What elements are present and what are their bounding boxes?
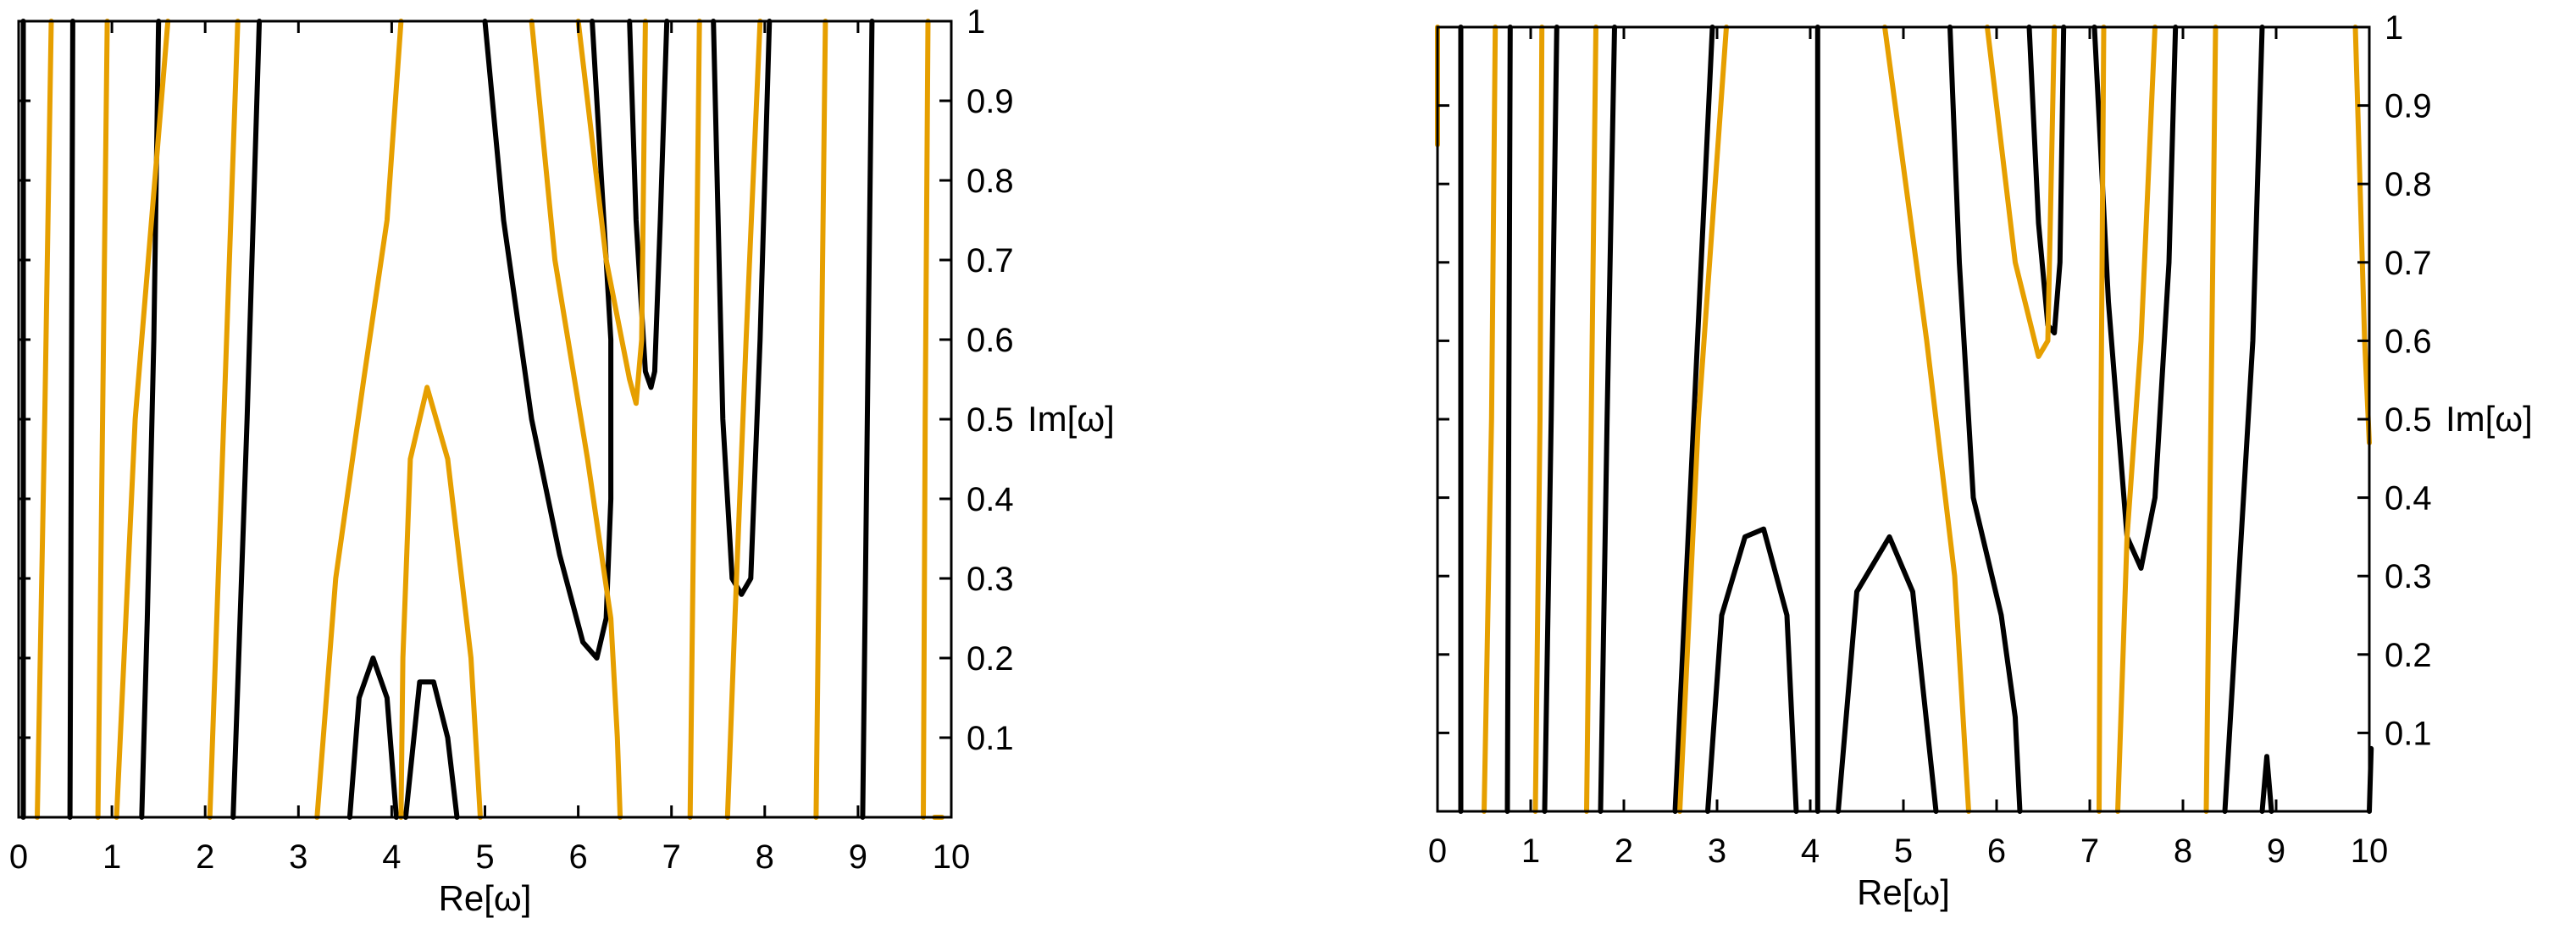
orange-contour-line-16	[1532, 25, 1545, 814]
x-tick-label: 9	[2267, 833, 2285, 870]
black-contour-line-9	[860, 19, 875, 820]
x-tick-label: 8	[2174, 833, 2192, 870]
x-tick-label: 2	[196, 838, 214, 876]
orange-contour-line-15	[1482, 25, 1499, 814]
right-contour-plot: 0 1 2 3 4 5 6 7 8 9 10 0.1 0.2 0.3 0.4 0.5 0.6 0.7 0.8 0.9 1…	[1428, 9, 2533, 912]
x-tick-label: 10	[2351, 833, 2389, 870]
orange-contour-line-18	[687, 19, 702, 820]
y-tick-label: 0.8	[2385, 166, 2432, 203]
y-tick-label: 0.5	[967, 401, 1014, 439]
black-contour-line-7	[1836, 534, 1939, 814]
black-contour-line-8	[1947, 25, 2023, 814]
y-tick-label: 0.4	[967, 481, 1014, 518]
orange-contour-line-20	[813, 19, 828, 820]
orange-contour-line-10	[35, 19, 54, 820]
orange-contour-line-15	[398, 384, 483, 820]
x-axis-label: Re[ω]	[1857, 872, 1950, 912]
x-tick-label: 3	[289, 838, 307, 876]
black-contour-line-4	[1672, 25, 1715, 814]
y-tick-label: 0.3	[2385, 558, 2432, 595]
orange-contour-line-11	[95, 19, 110, 820]
y-tick-label: 0.6	[2385, 323, 2432, 360]
y-tick-label: 0.2	[2385, 637, 2432, 674]
y-tick-label: 1	[967, 3, 985, 41]
black-contour-line-1	[67, 19, 75, 820]
orange-contour-line-19	[724, 19, 763, 820]
x-tick-label: 9	[849, 838, 867, 876]
black-contour-line-7	[627, 19, 670, 390]
y-tick-label: 0.4	[2385, 480, 2432, 517]
y-axis-label: Im[ω]	[2446, 399, 2533, 439]
black-contour-line-3	[1598, 25, 1617, 814]
orange-contour-line-22	[2115, 25, 2158, 814]
black-contour-line-10	[2091, 25, 2179, 571]
orange-contour-line-16	[529, 19, 623, 820]
black-contour-line-5	[1705, 526, 1799, 814]
y-tick-label: 0.6	[967, 322, 1014, 359]
y-tick-label: 0.9	[967, 83, 1014, 120]
x-tick-label: 2	[1615, 833, 1633, 870]
orange-contour-line-13	[207, 19, 241, 820]
x-tick-label: 1	[1521, 833, 1540, 870]
black-contour-line-5	[402, 679, 460, 820]
orange-contour-line-19	[1882, 25, 1971, 814]
black-contour-line-8	[711, 19, 773, 597]
x-axis-label: Re[ω]	[439, 878, 532, 918]
y-tick-label: 0.7	[2385, 245, 2432, 282]
black-contour-line-3	[230, 19, 263, 820]
orange-contour-line-17	[575, 19, 648, 407]
x-tick-label: 6	[1987, 833, 2006, 870]
orange-contour-line-23	[2203, 25, 2219, 814]
y-tick-label: 0.1	[2385, 715, 2432, 752]
black-contour-line-9	[2026, 25, 2067, 336]
x-tick-label: 7	[2080, 833, 2099, 870]
black-contour-line-12	[2259, 754, 2274, 814]
left-contour-plot: 0 1 2 3 4 5 6 7 8 9 10 0.1 0.2 0.3 0.4 0.5 0.6 0.7 0.8 0.9 1…	[9, 3, 1115, 918]
y-tick-label: 0.1	[967, 720, 1014, 757]
y-tick-label: 0.8	[967, 163, 1014, 200]
x-tick-label: 4	[1801, 833, 1820, 870]
orange-contour-line-12	[114, 19, 171, 820]
orange-contour-line-14	[314, 19, 404, 820]
y-tick-label: 0.3	[967, 561, 1014, 598]
y-tick-label: 0.7	[967, 242, 1014, 279]
y-axis-label: Im[ω]	[1028, 399, 1115, 439]
orange-contour-line-21	[2097, 25, 2107, 814]
orange-contour-line-20	[1985, 25, 2058, 359]
black-contour-line-4	[346, 656, 399, 820]
orange-contour-line-17	[1584, 25, 1598, 814]
y-tick-label: 1	[2385, 9, 2403, 47]
x-tick-label: 7	[662, 838, 681, 876]
black-contour-line-6	[482, 19, 614, 661]
black-contour-line-1	[1504, 25, 1513, 814]
x-tick-label: 3	[1708, 833, 1726, 870]
contour-lines	[20, 19, 945, 820]
x-tick-label: 5	[475, 838, 494, 876]
x-tick-label: 10	[933, 838, 971, 876]
x-tick-label: 5	[1894, 833, 1913, 870]
black-contour-line-11	[2222, 25, 2265, 814]
contour-lines	[1435, 25, 2374, 814]
x-tick-label: 1	[102, 838, 121, 876]
x-tick-label: 6	[568, 838, 587, 876]
black-contour-line-2	[1542, 25, 1559, 814]
y-tick-label: 0.2	[967, 640, 1014, 678]
orange-contour-line-21	[921, 19, 931, 820]
y-tick-label: 0.9	[2385, 88, 2432, 125]
orange-contour-line-18	[1677, 25, 1729, 814]
x-tick-label: 0	[1428, 833, 1447, 870]
orange-contour-line-24	[2352, 25, 2372, 445]
y-tick-label: 0.5	[2385, 401, 2432, 439]
x-tick-label: 8	[756, 838, 774, 876]
x-tick-label: 4	[382, 838, 401, 876]
x-tick-label: 0	[9, 838, 28, 876]
